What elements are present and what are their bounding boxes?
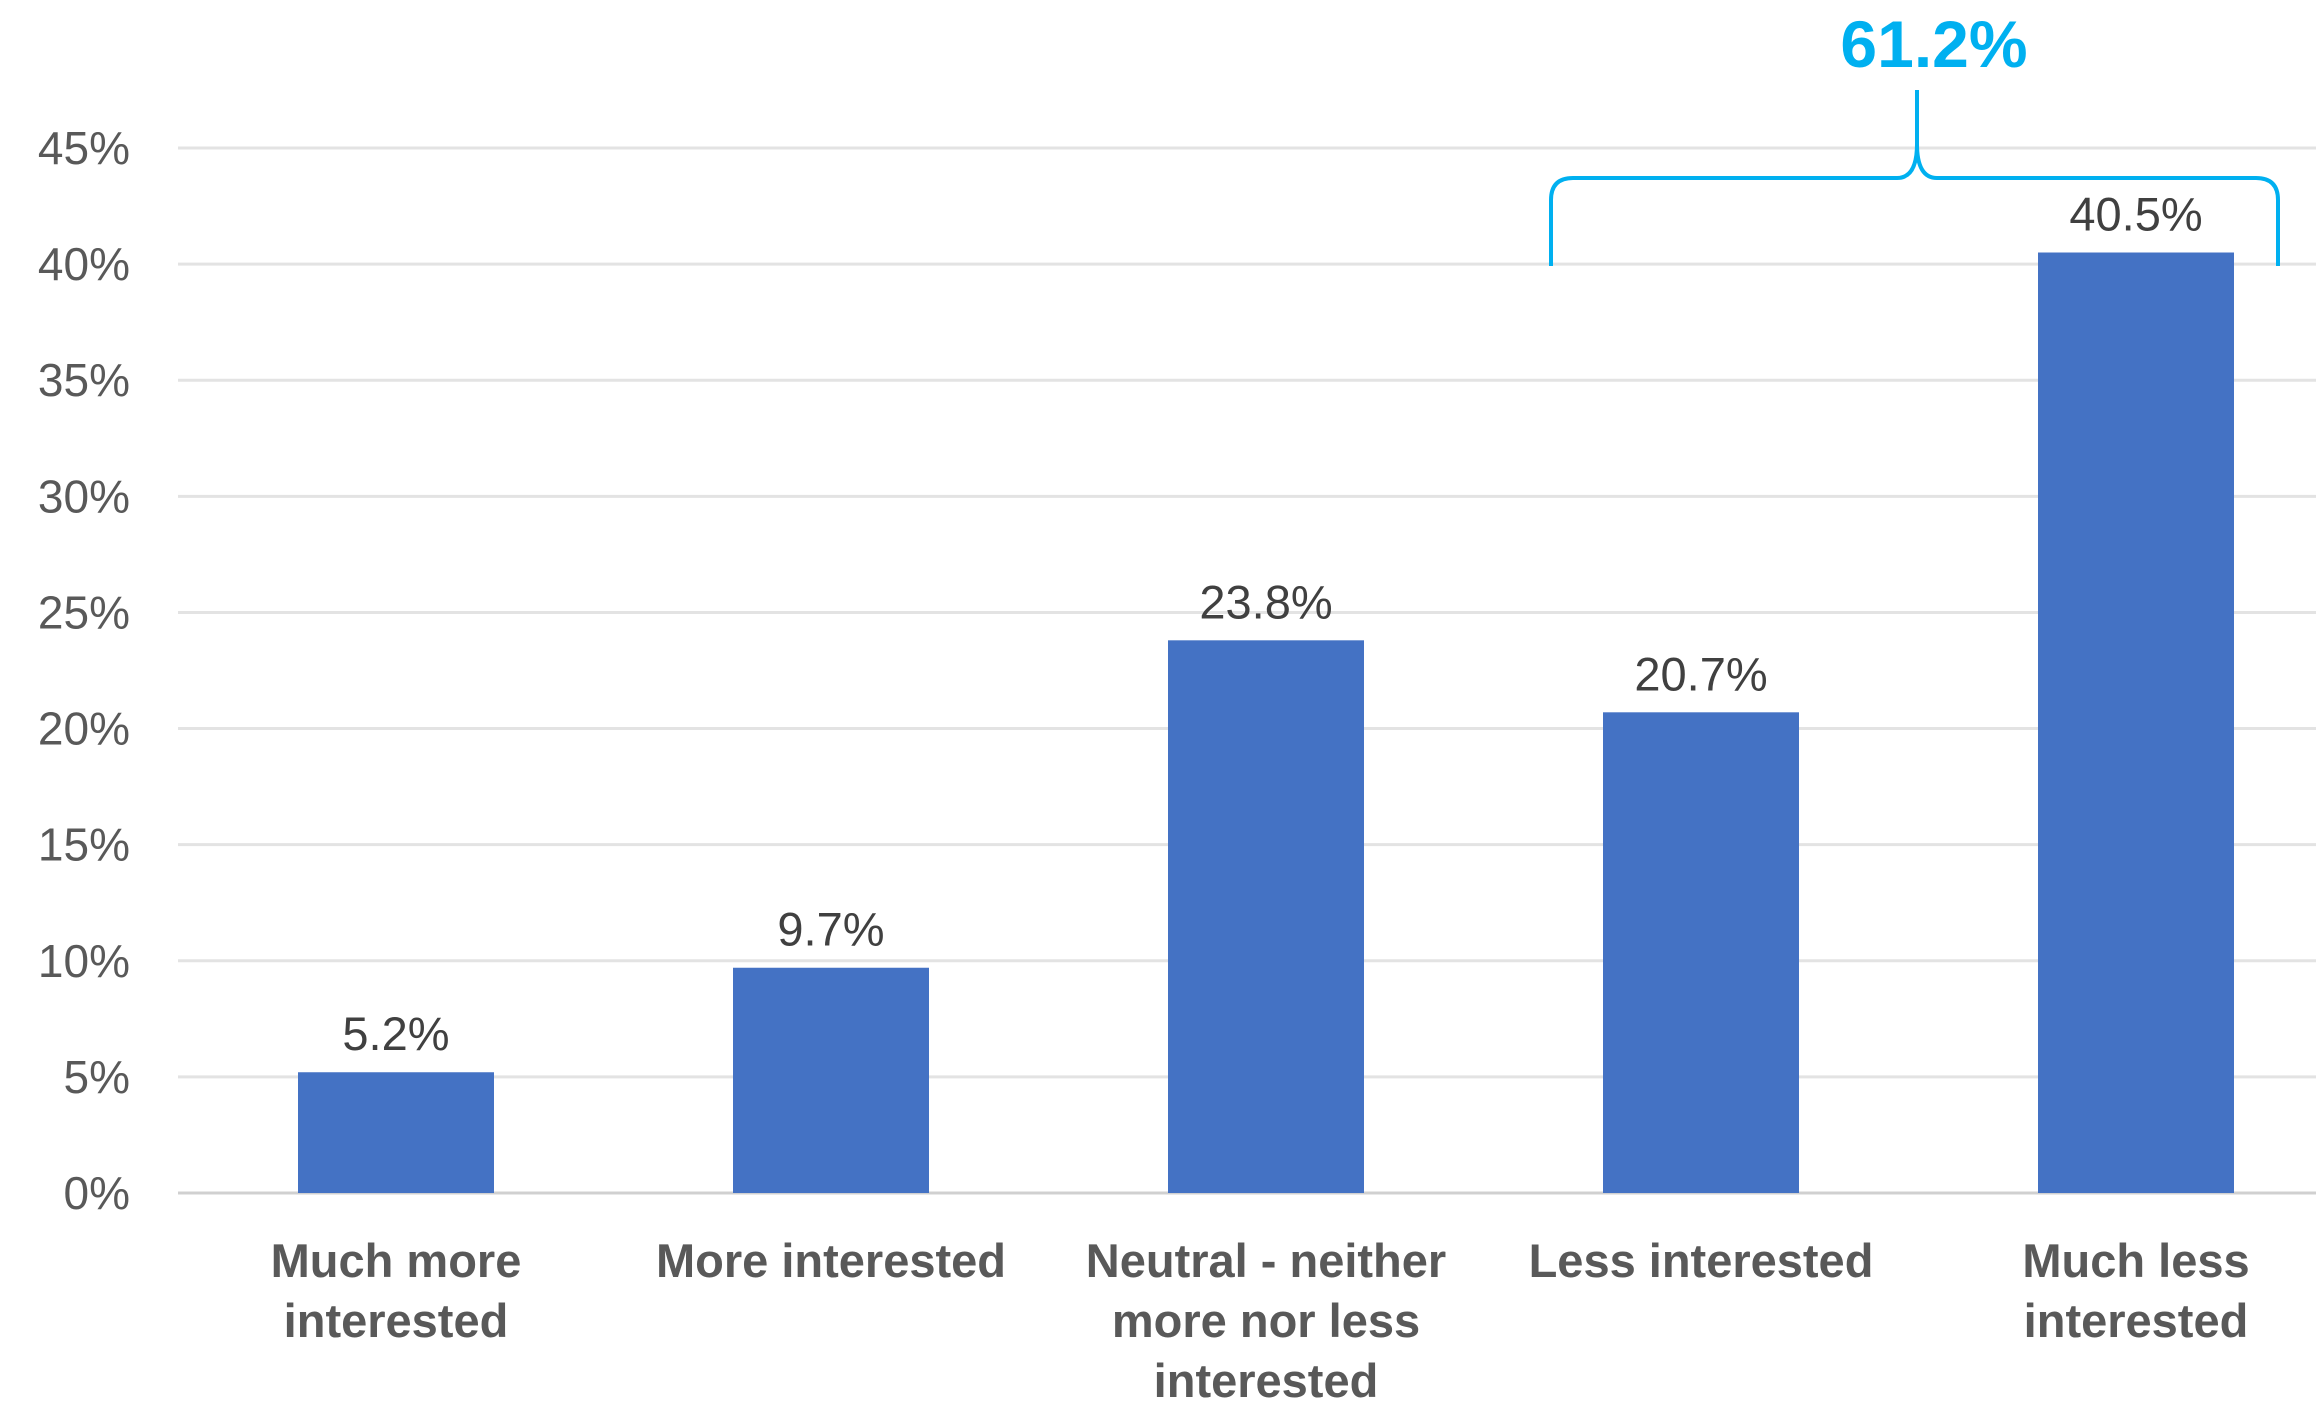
category-label-line: Much less [2022, 1234, 2249, 1287]
annotation-bracket-line [1549, 90, 2280, 266]
category-label-line: Less interested [1529, 1234, 1874, 1287]
category-label-line: more nor less [1112, 1294, 1420, 1347]
x-axis-category-labels: Much more interested More interested Neutra… [271, 1234, 2250, 1404]
bar [298, 1072, 494, 1193]
annotation-bracket: 61.2% [1549, 7, 2280, 266]
category-label-line: interested [2024, 1294, 2249, 1347]
y-tick-label: 0% [64, 1167, 130, 1219]
data-label: 20.7% [1634, 647, 1767, 700]
data-labels: 5.2% 9.7% 23.8% 20.7% 40.5% [342, 188, 2202, 1061]
y-tick-label: 30% [38, 470, 130, 522]
y-tick-label: 15% [38, 819, 130, 871]
y-tick-label: 40% [38, 238, 130, 290]
bar [1603, 712, 1799, 1193]
bar [1168, 640, 1364, 1193]
category-label-line: Much more [271, 1234, 522, 1287]
category-label-line: More interested [656, 1234, 1006, 1287]
category-label: Neutral - neither more nor less interested [1086, 1234, 1446, 1404]
y-tick-label: 5% [64, 1051, 130, 1103]
bar [2038, 252, 2234, 1193]
data-label: 5.2% [342, 1007, 449, 1060]
category-label: Less interested [1529, 1234, 1874, 1287]
bars [298, 252, 2234, 1193]
category-label-line: interested [284, 1294, 509, 1347]
category-label: Much more interested [271, 1234, 522, 1347]
y-tick-label: 20% [38, 703, 130, 755]
annotation-total-label: 61.2% [1840, 7, 2027, 81]
category-label: Much less interested [2022, 1234, 2249, 1347]
data-label: 40.5% [2069, 188, 2202, 241]
data-label: 9.7% [777, 903, 884, 956]
y-tick-label: 45% [38, 122, 130, 174]
y-tick-label: 35% [38, 354, 130, 406]
bar [733, 967, 929, 1193]
category-label-line: Neutral - neither [1086, 1234, 1446, 1287]
y-axis-tick-labels: 0% 5% 10% 15% 20% 25% 30% 35% 40% 45% [38, 122, 130, 1219]
data-label: 23.8% [1199, 575, 1332, 628]
y-tick-label: 25% [38, 586, 130, 638]
y-tick-label: 10% [38, 935, 130, 987]
category-label: More interested [656, 1234, 1006, 1287]
category-label-line: interested [1154, 1354, 1379, 1404]
